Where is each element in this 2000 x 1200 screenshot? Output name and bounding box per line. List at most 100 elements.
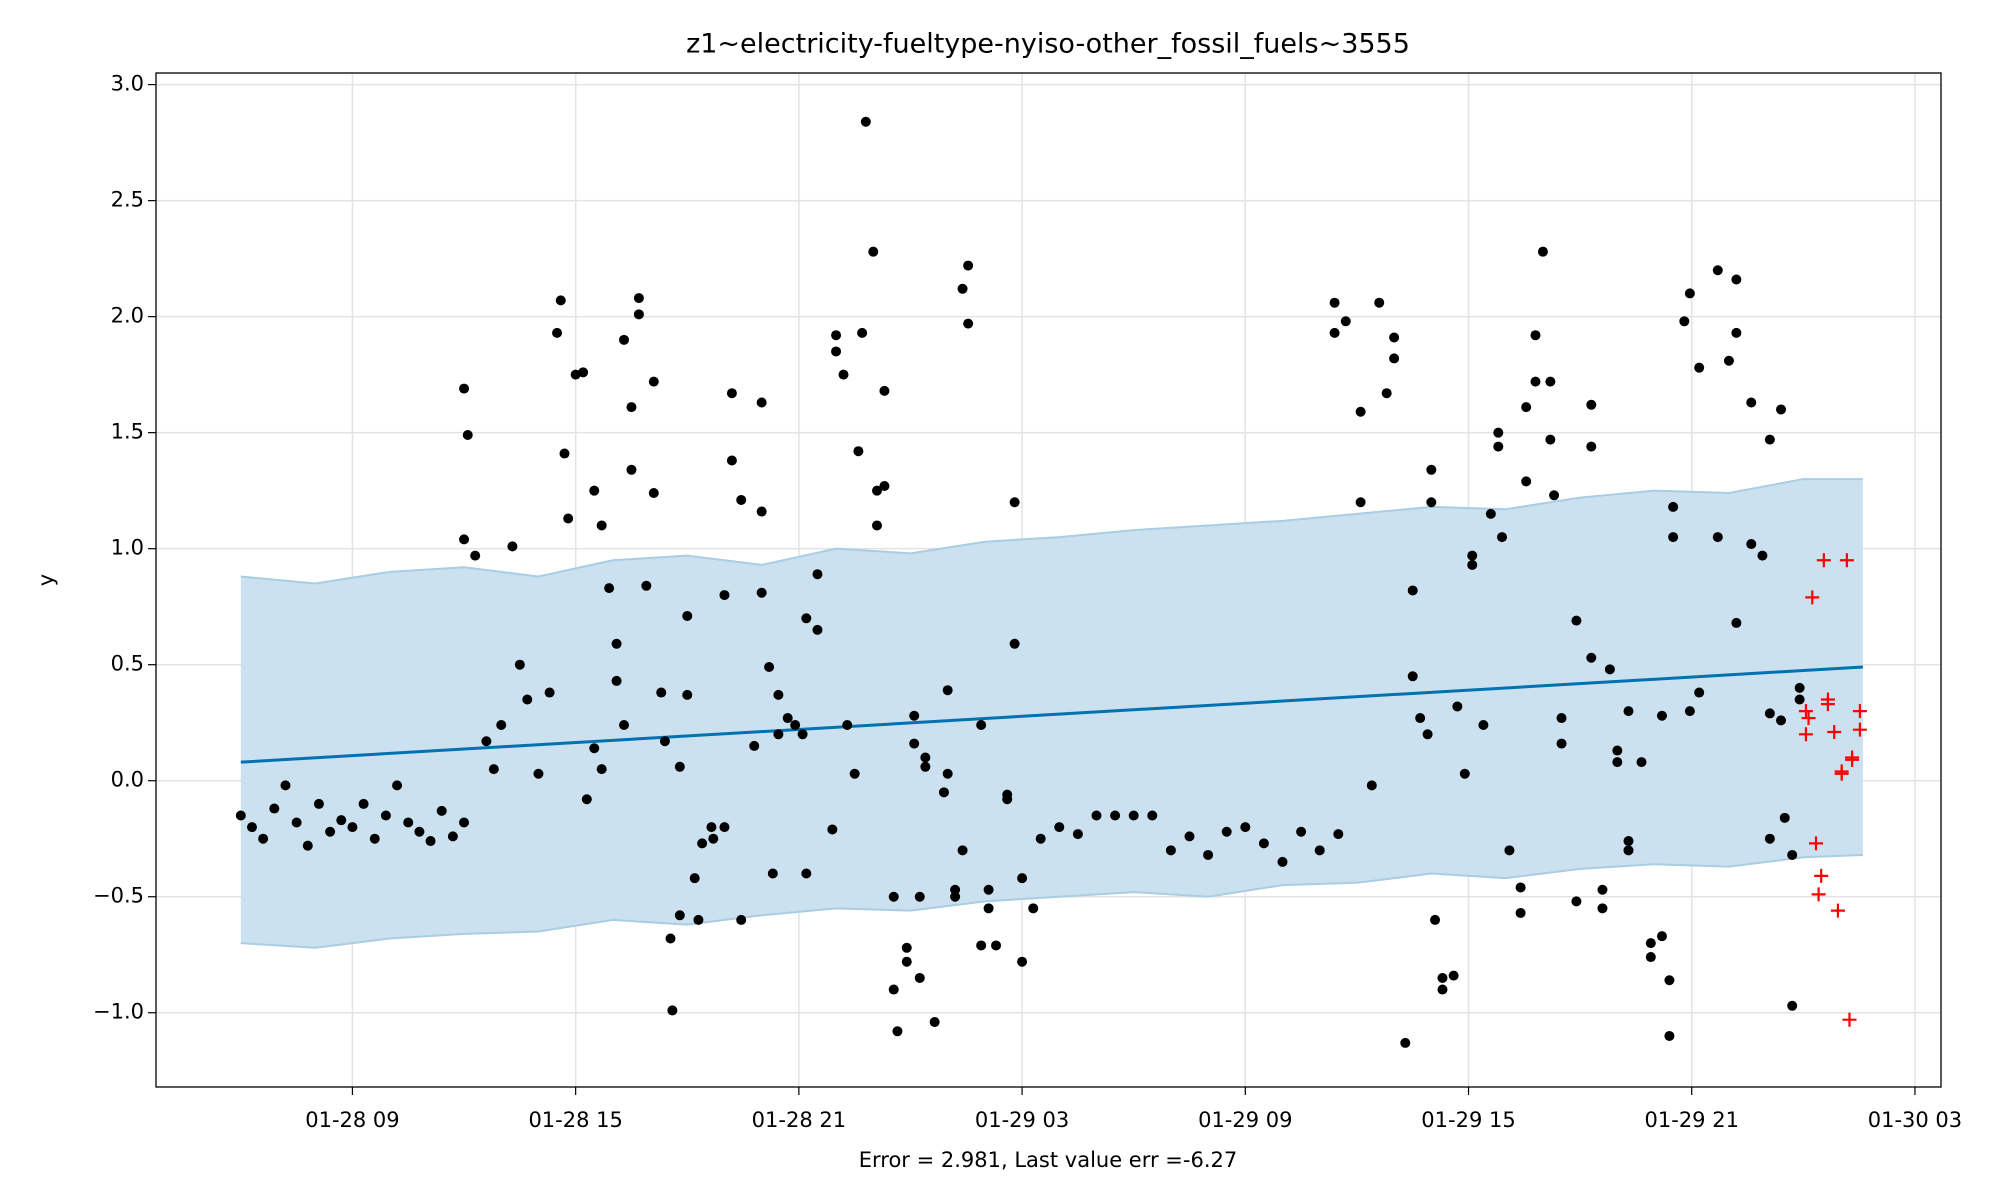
data-point [1426,497,1437,508]
data-point [1504,845,1515,856]
data-point [1694,687,1705,698]
data-point [1493,427,1504,438]
y-tick-label: 2.0 [111,304,144,328]
data-point [1415,713,1426,724]
data-point [1679,316,1690,327]
data-point [447,831,458,842]
data-point [983,903,994,914]
data-point [674,761,685,772]
data-point [1009,638,1020,649]
data-point [1515,882,1526,893]
data-point [963,318,974,329]
test-point [1845,750,1860,765]
data-point [336,815,347,826]
data-point [1467,550,1478,561]
data-point [942,768,953,779]
data-point [1277,856,1288,867]
data-point [1664,975,1675,986]
y-axis-label: y [34,574,58,586]
data-point [1072,829,1083,840]
data-point [1764,434,1775,445]
data-point [726,388,737,399]
y-tick-label: 0.0 [111,768,144,792]
data-point [533,768,544,779]
data-point [462,429,473,440]
data-point [302,840,313,851]
data-point [1779,812,1790,823]
data-point [1764,833,1775,844]
data-point [1571,615,1582,626]
data-point [1389,353,1400,364]
data-point [1028,903,1039,914]
data-point [914,891,925,902]
data-point [1366,780,1377,791]
data-point [756,587,767,598]
data-point [369,833,380,844]
data-point [920,761,931,772]
x-tick-label: 01-29 21 [1645,1108,1739,1132]
data-point [1586,399,1597,410]
y-tick-label: −0.5 [93,884,144,908]
data-point [853,446,864,457]
data-point [879,481,890,492]
data-point [1664,1030,1675,1041]
data-point [957,845,968,856]
test-point [1839,553,1854,568]
data-point [749,740,760,751]
data-point [581,794,592,805]
data-point [1530,330,1541,341]
data-point [1452,701,1463,712]
data-point [1128,810,1139,821]
data-point [764,662,775,673]
data-point [929,1017,940,1028]
data-point [1521,476,1532,487]
y-tick-label: 2.5 [111,188,144,212]
data-point [1493,441,1504,452]
data-point [1296,826,1307,837]
data-point [1623,836,1634,847]
data-point [682,689,693,700]
data-point [425,836,436,847]
data-point [736,914,747,925]
data-point [1731,617,1742,628]
data-point [708,833,719,844]
data-point [380,810,391,821]
data-point [812,624,823,635]
data-point [892,1026,903,1037]
y-tick-label: 0.5 [111,652,144,676]
test-point [1805,590,1820,605]
data-point [481,736,492,747]
data-point [1329,297,1340,308]
data-point [1091,810,1102,821]
data-point [1597,903,1608,914]
data-point [596,764,607,775]
data-point [1604,664,1615,675]
data-point [1556,713,1567,724]
data-point [1776,404,1787,415]
data-point [1684,706,1695,717]
data-point [1459,768,1470,779]
data-point [827,824,838,835]
data-point [1645,938,1656,949]
data-point [1221,826,1232,837]
data-point [656,687,667,698]
data-point [470,550,481,561]
data-point [648,376,659,387]
data-point [604,583,615,594]
data-point [1240,822,1251,833]
data-point [1002,789,1013,800]
data-point [1787,849,1798,860]
data-point [1787,1000,1798,1011]
data-point [459,817,470,828]
data-point [1017,956,1028,967]
data-point [909,738,920,749]
data-point [1389,332,1400,343]
data-point [719,822,730,833]
data-point [920,752,931,763]
data-point [1426,464,1437,475]
x-tick-label: 01-28 15 [528,1108,622,1132]
data-point [868,246,879,257]
data-point [1794,682,1805,693]
data-point [1485,508,1496,519]
